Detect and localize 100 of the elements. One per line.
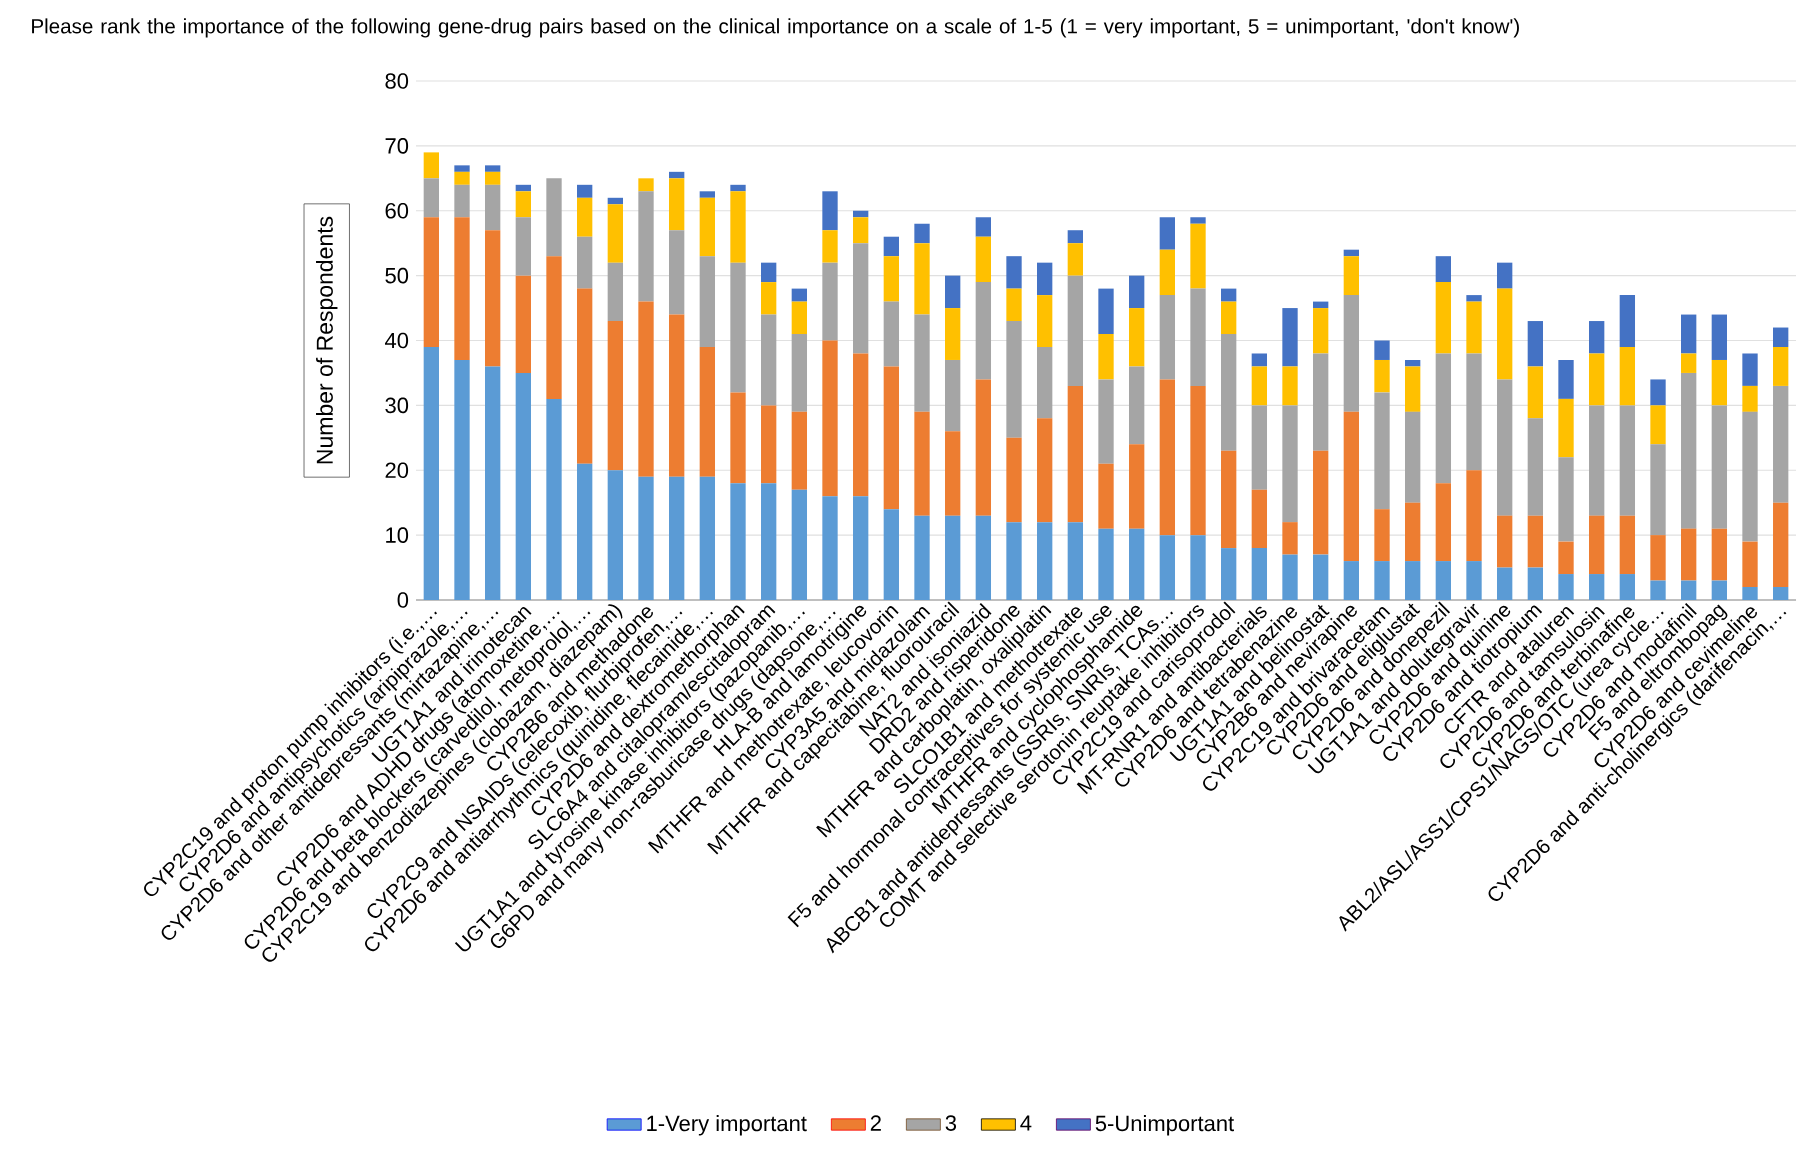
bar: [883, 236, 900, 257]
y-tick-label: 30: [385, 397, 409, 414]
bar: [1313, 450, 1329, 555]
bar: [1466, 353, 1482, 471]
bar: [1558, 398, 1574, 458]
bar: [423, 217, 439, 347]
bar: [822, 496, 838, 600]
bar: [975, 236, 992, 283]
bar: [1650, 444, 1666, 536]
bar: [1067, 275, 1084, 386]
bar: [1282, 554, 1298, 600]
bar: [822, 340, 838, 497]
bar: [1037, 262, 1053, 296]
bar: [853, 353, 869, 497]
bar: [1589, 353, 1605, 406]
bar: [791, 334, 808, 412]
bar: [577, 288, 593, 464]
bar: [975, 282, 992, 380]
bar: [607, 321, 624, 471]
bar: [423, 178, 439, 218]
chart-title: Please rank the importance of the following gene-drug pairs based on the clinical importance on a scale of 1-5 (1 = very important, 5 = unimportant, 'don't know'): [32, 18, 1519, 38]
bar: [730, 184, 746, 192]
bar: [1006, 321, 1022, 438]
bar: [1006, 522, 1022, 600]
bar: [699, 256, 716, 347]
bar: [1037, 295, 1053, 347]
bar: [822, 191, 838, 231]
bar: [607, 470, 624, 600]
bar: [699, 476, 716, 600]
bar: [1527, 321, 1544, 367]
bar: [1190, 288, 1206, 386]
bar: [1067, 522, 1084, 600]
bar: [1742, 411, 1758, 542]
bar: [515, 372, 531, 600]
legend-label: 4: [1020, 1115, 1032, 1131]
bar: [1405, 561, 1421, 600]
bar: [1773, 385, 1789, 503]
bar: [577, 463, 593, 600]
bar: [1711, 405, 1728, 529]
bar: [883, 509, 900, 600]
bar: [1037, 522, 1053, 600]
bar: [485, 366, 501, 600]
y-axis-title: Number of Respondents: [316, 216, 338, 464]
bar: [1190, 535, 1206, 600]
bar: [1589, 515, 1605, 575]
bar: [945, 308, 961, 360]
bar: [1282, 405, 1298, 523]
bar: [1006, 288, 1022, 322]
bar: [1527, 567, 1544, 600]
bar: [1681, 353, 1697, 373]
bar: [1405, 411, 1421, 503]
bar: [1558, 457, 1574, 542]
bar: [546, 178, 562, 257]
bar: [975, 515, 992, 600]
bar: [1742, 353, 1758, 386]
bar: [1558, 574, 1574, 600]
bar: [1374, 509, 1390, 562]
bar: [485, 171, 501, 185]
bar: [699, 191, 716, 198]
bar: [945, 275, 961, 309]
legend-label: 2: [870, 1115, 881, 1131]
bar: [1619, 515, 1636, 575]
bar: [730, 392, 746, 484]
bar: [1681, 580, 1697, 600]
bar: [638, 191, 654, 302]
y-tick-label: 70: [385, 138, 409, 154]
bar: [945, 515, 961, 600]
bar: [515, 275, 531, 373]
bar: [1129, 308, 1145, 367]
bar: [454, 359, 470, 600]
bar: [945, 359, 961, 432]
bar: [914, 223, 930, 244]
bar: [1343, 256, 1360, 296]
bar: [1374, 561, 1390, 600]
bar: [1589, 405, 1605, 516]
y-tick-label: 50: [385, 267, 409, 284]
bar: [1006, 256, 1022, 289]
bar: [853, 217, 869, 244]
bar: [577, 197, 593, 237]
bar: [730, 191, 746, 263]
y-tick-label: 60: [385, 202, 409, 219]
bar: [1650, 535, 1666, 581]
bar: [1497, 567, 1513, 600]
bar: [1221, 301, 1237, 335]
bar: [1067, 243, 1084, 276]
bar: [1589, 321, 1605, 354]
bar: [1313, 554, 1329, 600]
bar: [853, 243, 869, 354]
bar: [822, 230, 838, 263]
bar: [761, 405, 777, 484]
bar: [423, 346, 439, 600]
bar: [1466, 470, 1482, 562]
bar: [1711, 528, 1728, 581]
bar: [454, 171, 470, 185]
bar: [577, 236, 593, 289]
bar: [1589, 574, 1605, 600]
bar: [1282, 522, 1298, 555]
bar: [1619, 346, 1636, 406]
bar: [1098, 334, 1114, 380]
bar: [1466, 301, 1482, 354]
